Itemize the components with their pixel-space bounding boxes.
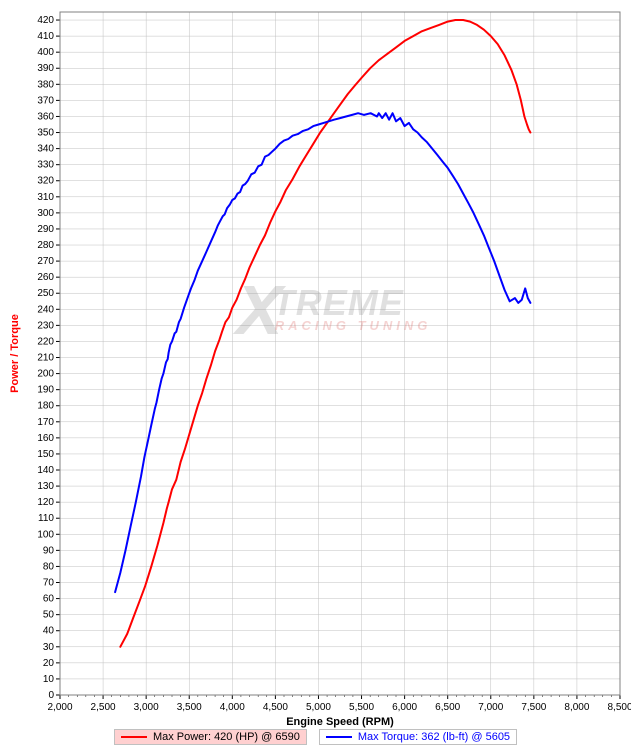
svg-text:390: 390 [37, 63, 54, 74]
svg-text:7,500: 7,500 [521, 702, 546, 713]
svg-text:270: 270 [37, 256, 54, 267]
svg-text:10: 10 [43, 674, 55, 685]
legend-item-torque: Max Torque: 362 (lb-ft) @ 5605 [319, 729, 517, 745]
svg-text:Power / Torque: Power / Torque [9, 314, 21, 393]
svg-text:4,500: 4,500 [263, 702, 288, 713]
svg-text:5,000: 5,000 [306, 702, 331, 713]
chart-legend: Max Power: 420 (HP) @ 6590 Max Torque: 36… [0, 729, 631, 745]
legend-swatch-torque [326, 736, 352, 738]
svg-text:50: 50 [43, 610, 55, 621]
dyno-chart-container: 0 10 20 30 40 50 60 70 80 90 100 110 120 130 140 150 160… [0, 0, 631, 750]
svg-text:260: 260 [37, 272, 54, 283]
svg-text:60: 60 [43, 594, 55, 605]
svg-text:400: 400 [37, 47, 54, 58]
svg-text:210: 210 [37, 353, 54, 364]
svg-text:240: 240 [37, 304, 54, 315]
svg-text:310: 310 [37, 192, 54, 203]
svg-text:230: 230 [37, 320, 54, 331]
svg-text:8,500: 8,500 [607, 702, 631, 713]
svg-text:320: 320 [37, 176, 54, 187]
svg-text:330: 330 [37, 160, 54, 171]
svg-text:120: 120 [37, 497, 54, 508]
svg-text:0: 0 [48, 690, 54, 701]
svg-text:3,500: 3,500 [177, 702, 202, 713]
svg-text:2,500: 2,500 [91, 702, 116, 713]
svg-text:340: 340 [37, 144, 54, 155]
legend-item-power: Max Power: 420 (HP) @ 6590 [114, 729, 307, 745]
svg-text:200: 200 [37, 369, 54, 380]
svg-text:8,000: 8,000 [564, 702, 589, 713]
svg-text:30: 30 [43, 642, 55, 653]
svg-text:5,500: 5,500 [349, 702, 374, 713]
svg-text:370: 370 [37, 95, 54, 106]
svg-text:190: 190 [37, 385, 54, 396]
svg-text:110: 110 [38, 513, 54, 524]
svg-text:2,000: 2,000 [47, 702, 72, 713]
svg-text:6,000: 6,000 [392, 702, 417, 713]
svg-text:250: 250 [37, 288, 54, 299]
svg-text:40: 40 [43, 626, 55, 637]
svg-text:220: 220 [37, 336, 54, 347]
svg-text:350: 350 [37, 128, 54, 139]
svg-text:290: 290 [37, 224, 54, 235]
dyno-line-chart: 0 10 20 30 40 50 60 70 80 90 100 110 120 130 140 150 160… [0, 0, 631, 750]
svg-text:Engine Speed (RPM): Engine Speed (RPM) [286, 716, 394, 728]
svg-text:140: 140 [37, 465, 54, 476]
svg-text:80: 80 [43, 561, 55, 572]
svg-text:360: 360 [37, 111, 54, 122]
svg-text:380: 380 [37, 79, 54, 90]
svg-text:130: 130 [37, 481, 54, 492]
svg-text:90: 90 [43, 545, 55, 556]
svg-text:20: 20 [43, 658, 55, 669]
svg-text:100: 100 [37, 529, 54, 540]
svg-text:7,000: 7,000 [478, 702, 503, 713]
svg-text:70: 70 [43, 578, 55, 589]
svg-text:150: 150 [37, 449, 54, 460]
legend-label-torque: Max Torque: 362 (lb-ft) @ 5605 [358, 731, 510, 743]
legend-label-power: Max Power: 420 (HP) @ 6590 [153, 731, 300, 743]
svg-text:180: 180 [37, 401, 54, 412]
svg-text:170: 170 [37, 417, 54, 428]
svg-text:280: 280 [37, 240, 54, 251]
legend-swatch-power [121, 736, 147, 738]
svg-text:4,000: 4,000 [220, 702, 245, 713]
svg-text:410: 410 [37, 31, 54, 42]
svg-text:3,000: 3,000 [134, 702, 159, 713]
svg-text:420: 420 [37, 15, 54, 26]
svg-text:300: 300 [37, 208, 54, 219]
svg-text:160: 160 [37, 433, 54, 444]
svg-text:6,500: 6,500 [435, 702, 460, 713]
